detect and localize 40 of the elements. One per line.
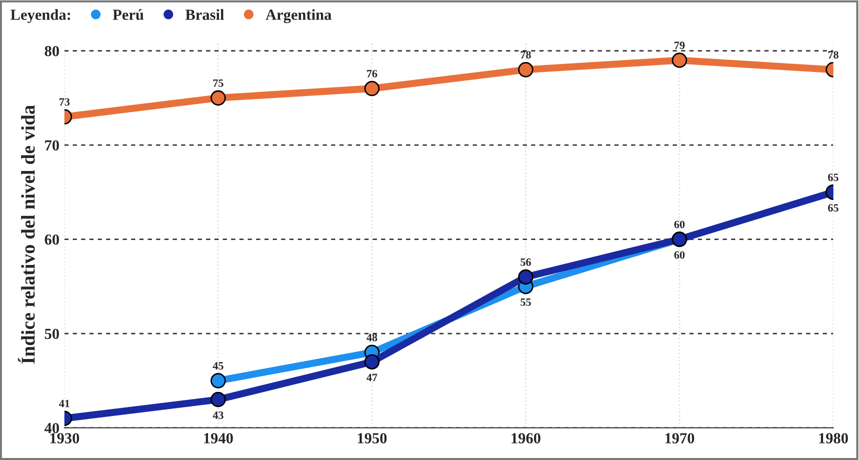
data-label: 45 [212, 362, 224, 370]
point [210, 373, 226, 388]
data-label: 60 [674, 251, 685, 259]
y-tick-label: 60 [44, 234, 59, 245]
y-tick-label: 70 [45, 140, 59, 151]
y-tick-label: 80 [44, 46, 59, 56]
legend-title: Leyenda: [10, 9, 70, 24]
y-axis-title: Índice relativo del nivel de vida [18, 105, 35, 364]
point [518, 269, 534, 285]
data-label: 48 [366, 334, 378, 342]
x-tick-label: 1950 [358, 433, 387, 444]
point [364, 354, 380, 370]
data-label: 79 [674, 42, 685, 50]
data-label: 75 [213, 79, 224, 87]
point [364, 80, 380, 96]
data-label: 60 [674, 220, 685, 228]
legend-label: Perú [112, 9, 144, 20]
data-label: 78 [520, 51, 531, 59]
data-label: 73 [60, 98, 70, 106]
x-tick-label: 1940 [204, 433, 233, 444]
data-label: 65 [828, 174, 838, 182]
data-label: 55 [520, 298, 531, 306]
data-label: 43 [212, 412, 224, 419]
point [210, 90, 226, 106]
data-label: 78 [828, 51, 838, 59]
y-tick-label: 40 [44, 422, 59, 434]
data-label: 47 [366, 374, 378, 382]
data-label: 41 [59, 400, 70, 408]
y-tick-label: 50 [44, 328, 59, 340]
point [518, 62, 534, 78]
x-tick-label: 1970 [665, 433, 694, 444]
legend-label: Argentina [266, 9, 332, 24]
data-label: 56 [520, 258, 531, 266]
data-label: 65 [828, 204, 838, 212]
x-tick-label: 1980 [819, 433, 848, 444]
x-tick-label: 1960 [512, 433, 540, 444]
legend-label: Brasil [185, 9, 224, 20]
x-tick-label: 1930 [50, 433, 80, 444]
data-label: 76 [367, 70, 378, 78]
point [210, 392, 226, 408]
